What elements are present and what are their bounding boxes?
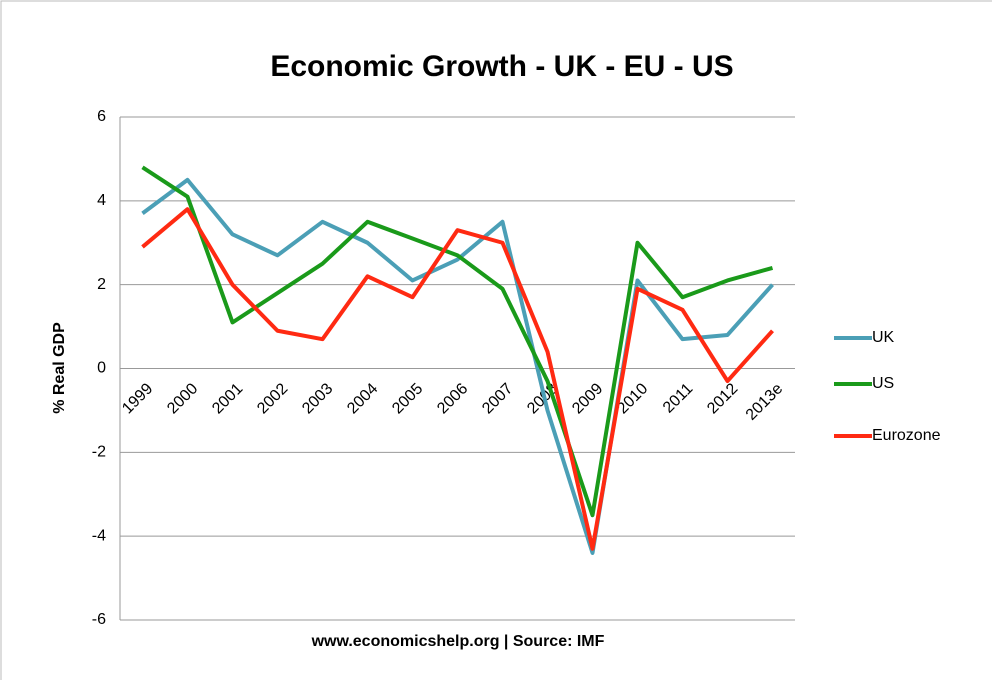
y-tick-label: -6 bbox=[92, 611, 106, 628]
legend-label: UK bbox=[872, 329, 895, 346]
x-tick-label: 2009 bbox=[569, 380, 606, 417]
y-tick-label: -4 bbox=[92, 527, 106, 544]
x-tick-label: 2011 bbox=[660, 380, 696, 416]
x-tick-label: 2002 bbox=[254, 380, 291, 417]
chart-title: Economic Growth - UK - EU - US bbox=[270, 50, 733, 83]
x-tick-label: 2004 bbox=[344, 380, 381, 417]
x-tick-label: 2013e bbox=[743, 380, 787, 424]
legend-label: Eurozone bbox=[872, 427, 941, 444]
y-tick-label: 6 bbox=[97, 108, 106, 125]
line-series bbox=[141, 207, 774, 551]
line-series bbox=[141, 165, 774, 518]
x-tick-label: 2006 bbox=[434, 380, 471, 417]
x-tick-label: 2003 bbox=[299, 380, 336, 417]
x-tick-label: 2012 bbox=[704, 380, 741, 417]
y-tick-label: -2 bbox=[92, 444, 106, 461]
y-tick-label: 4 bbox=[97, 192, 106, 209]
x-tick-label: 2001 bbox=[209, 380, 246, 417]
x-tick-label: 2007 bbox=[479, 380, 516, 417]
legend-label: US bbox=[872, 375, 894, 392]
x-tick-label: 2005 bbox=[389, 380, 426, 417]
y-tick-label: 0 bbox=[97, 360, 106, 377]
line-series bbox=[141, 177, 774, 555]
y-axis-label: % Real GDP bbox=[51, 322, 68, 414]
x-tick-label: 2000 bbox=[164, 380, 201, 417]
x-axis-label: www.economicshelp.org | Source: IMF bbox=[311, 633, 605, 650]
x-tick-label: 1999 bbox=[119, 380, 156, 417]
y-tick-label: 2 bbox=[97, 276, 106, 293]
